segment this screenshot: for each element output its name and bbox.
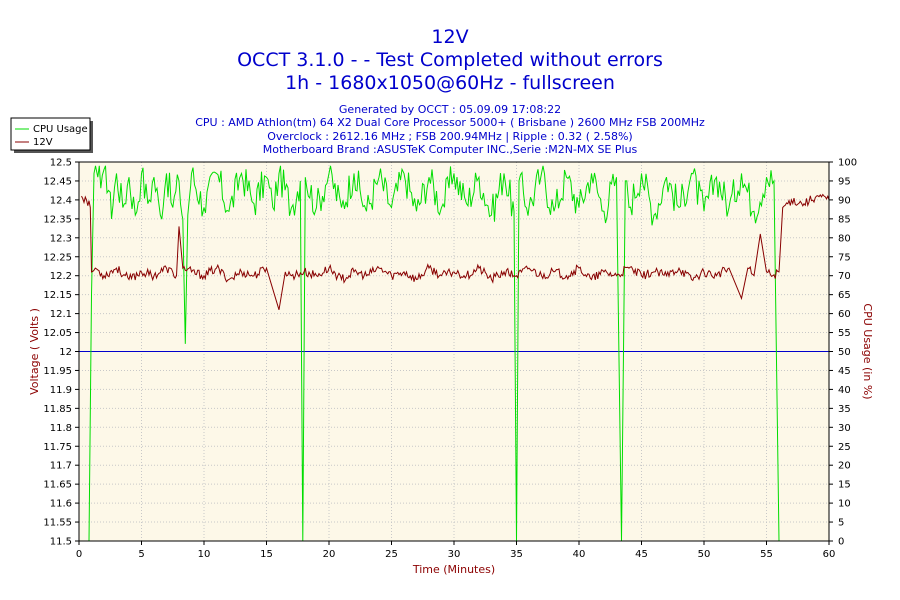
y2-tick-label: 80 [838, 233, 851, 244]
x-tick-label: 45 [635, 549, 648, 560]
y-tick-label: 12.3 [50, 233, 72, 244]
y-tick-label: 11.7 [50, 461, 72, 472]
y2-tick-label: 85 [838, 214, 851, 225]
y-tick-label: 12.2 [50, 271, 72, 282]
y-tick-label: 12.5 [50, 158, 72, 169]
y2-tick-label: 60 [838, 309, 851, 320]
motherboard-line: Motherboard Brand :ASUSTeK Computer INC.… [262, 142, 638, 156]
y2-tick-label: 100 [838, 158, 857, 169]
y-tick-label: 12 [59, 347, 72, 358]
y2-tick-label: 45 [838, 366, 851, 377]
x-tick-label: 15 [260, 549, 273, 560]
y2-tick-label: 55 [838, 328, 851, 339]
legend-label-12v: 12V [33, 137, 53, 148]
x-tick-label: 25 [385, 549, 398, 560]
y2-tick-label: 40 [838, 385, 851, 396]
y2-tick-label: 50 [838, 347, 851, 358]
x-tick-label: 35 [510, 549, 523, 560]
y-tick-label: 12.15 [43, 290, 72, 301]
legend-box [10, 117, 91, 151]
y2-tick-label: 15 [838, 480, 851, 491]
x-tick-label: 5 [138, 549, 144, 560]
x-tick-label: 0 [76, 549, 82, 560]
y-axis-ticks: 12.5 12.45 12.4 12.35 12.3 12.25 12.2 12.15 12.1… [43, 158, 79, 548]
y-tick-label: 12.25 [43, 252, 72, 263]
legend-label-cpu-usage: CPU Usage [33, 124, 88, 135]
overclock-line: Overclock : 2612.16 MHz ; FSB 200.94MHz … [267, 129, 633, 143]
series-12v-line [81, 193, 830, 310]
y-tick-label: 11.95 [43, 366, 72, 377]
y2-axis-ticks: 1009590858075706560555045403530252015105… [829, 158, 857, 548]
chart-subtitle-test: OCCT 3.1.0 - - Test Completed without er… [237, 49, 663, 71]
series-cpu-usage-line [88, 165, 780, 542]
generated-line: Generated by OCCT : 05.09.09 17:08:22 [338, 103, 562, 116]
y-tick-label: 12.1 [50, 309, 72, 320]
y2-tick-label: 25 [838, 442, 851, 453]
y-tick-label: 11.85 [43, 404, 72, 415]
y2-tick-label: 95 [838, 176, 851, 187]
x-axis-title: Time (Minutes) [412, 563, 495, 576]
cpu-line: CPU : AMD Athlon(tm) 64 X2 Dual Core Pro… [195, 116, 705, 130]
x-tick-label: 40 [573, 549, 586, 560]
y-tick-label: 11.75 [43, 442, 72, 453]
x-tick-label: 60 [823, 549, 836, 560]
y2-tick-label: 10 [838, 499, 851, 510]
y-axis-title: Voltage ( Volts ) [28, 308, 41, 395]
y-tick-label: 11.65 [43, 480, 72, 491]
x-tick-label: 50 [698, 549, 711, 560]
grid-lines [78, 161, 830, 542]
legend: CPU Usage 12V [10, 117, 93, 153]
y-tick-label: 12.4 [50, 195, 72, 206]
x-tick-label: 20 [323, 549, 336, 560]
y-tick-label: 11.55 [43, 518, 72, 529]
y2-tick-label: 90 [838, 195, 851, 206]
y2-tick-label: 20 [838, 461, 851, 472]
x-axis-ticks: 0 5 10 15 20 25 30 35 40 45 50 55 60 [76, 541, 836, 560]
y2-tick-label: 75 [838, 252, 851, 263]
y-tick-label: 11.5 [50, 537, 72, 548]
y-tick-label: 11.9 [50, 385, 72, 396]
y-tick-label: 11.8 [50, 423, 72, 434]
y2-tick-label: 5 [838, 518, 844, 529]
y-tick-label: 12.35 [43, 214, 72, 225]
y2-tick-label: 0 [838, 537, 844, 548]
x-tick-label: 10 [198, 549, 211, 560]
system-info: Generated by OCCT : 05.09.09 17:08:22 CP… [0, 103, 900, 156]
y-tick-label: 11.6 [50, 499, 72, 510]
y-tick-label: 12.05 [43, 328, 72, 339]
chart-titles: 12V OCCT 3.1.0 - - Test Completed withou… [0, 26, 900, 95]
chart-subtitle-duration: 1h - 1680x1050@60Hz - fullscreen [285, 72, 615, 94]
y2-axis-title: CPU Usage (in %) [861, 303, 874, 399]
x-tick-label: 30 [448, 549, 461, 560]
y2-tick-label: 35 [838, 404, 851, 415]
y2-tick-label: 30 [838, 423, 851, 434]
x-tick-label: 55 [760, 549, 773, 560]
chart-title: 12V [431, 26, 469, 48]
y-tick-label: 12.45 [43, 176, 72, 187]
y2-tick-label: 65 [838, 290, 851, 301]
y2-tick-label: 70 [838, 271, 851, 282]
